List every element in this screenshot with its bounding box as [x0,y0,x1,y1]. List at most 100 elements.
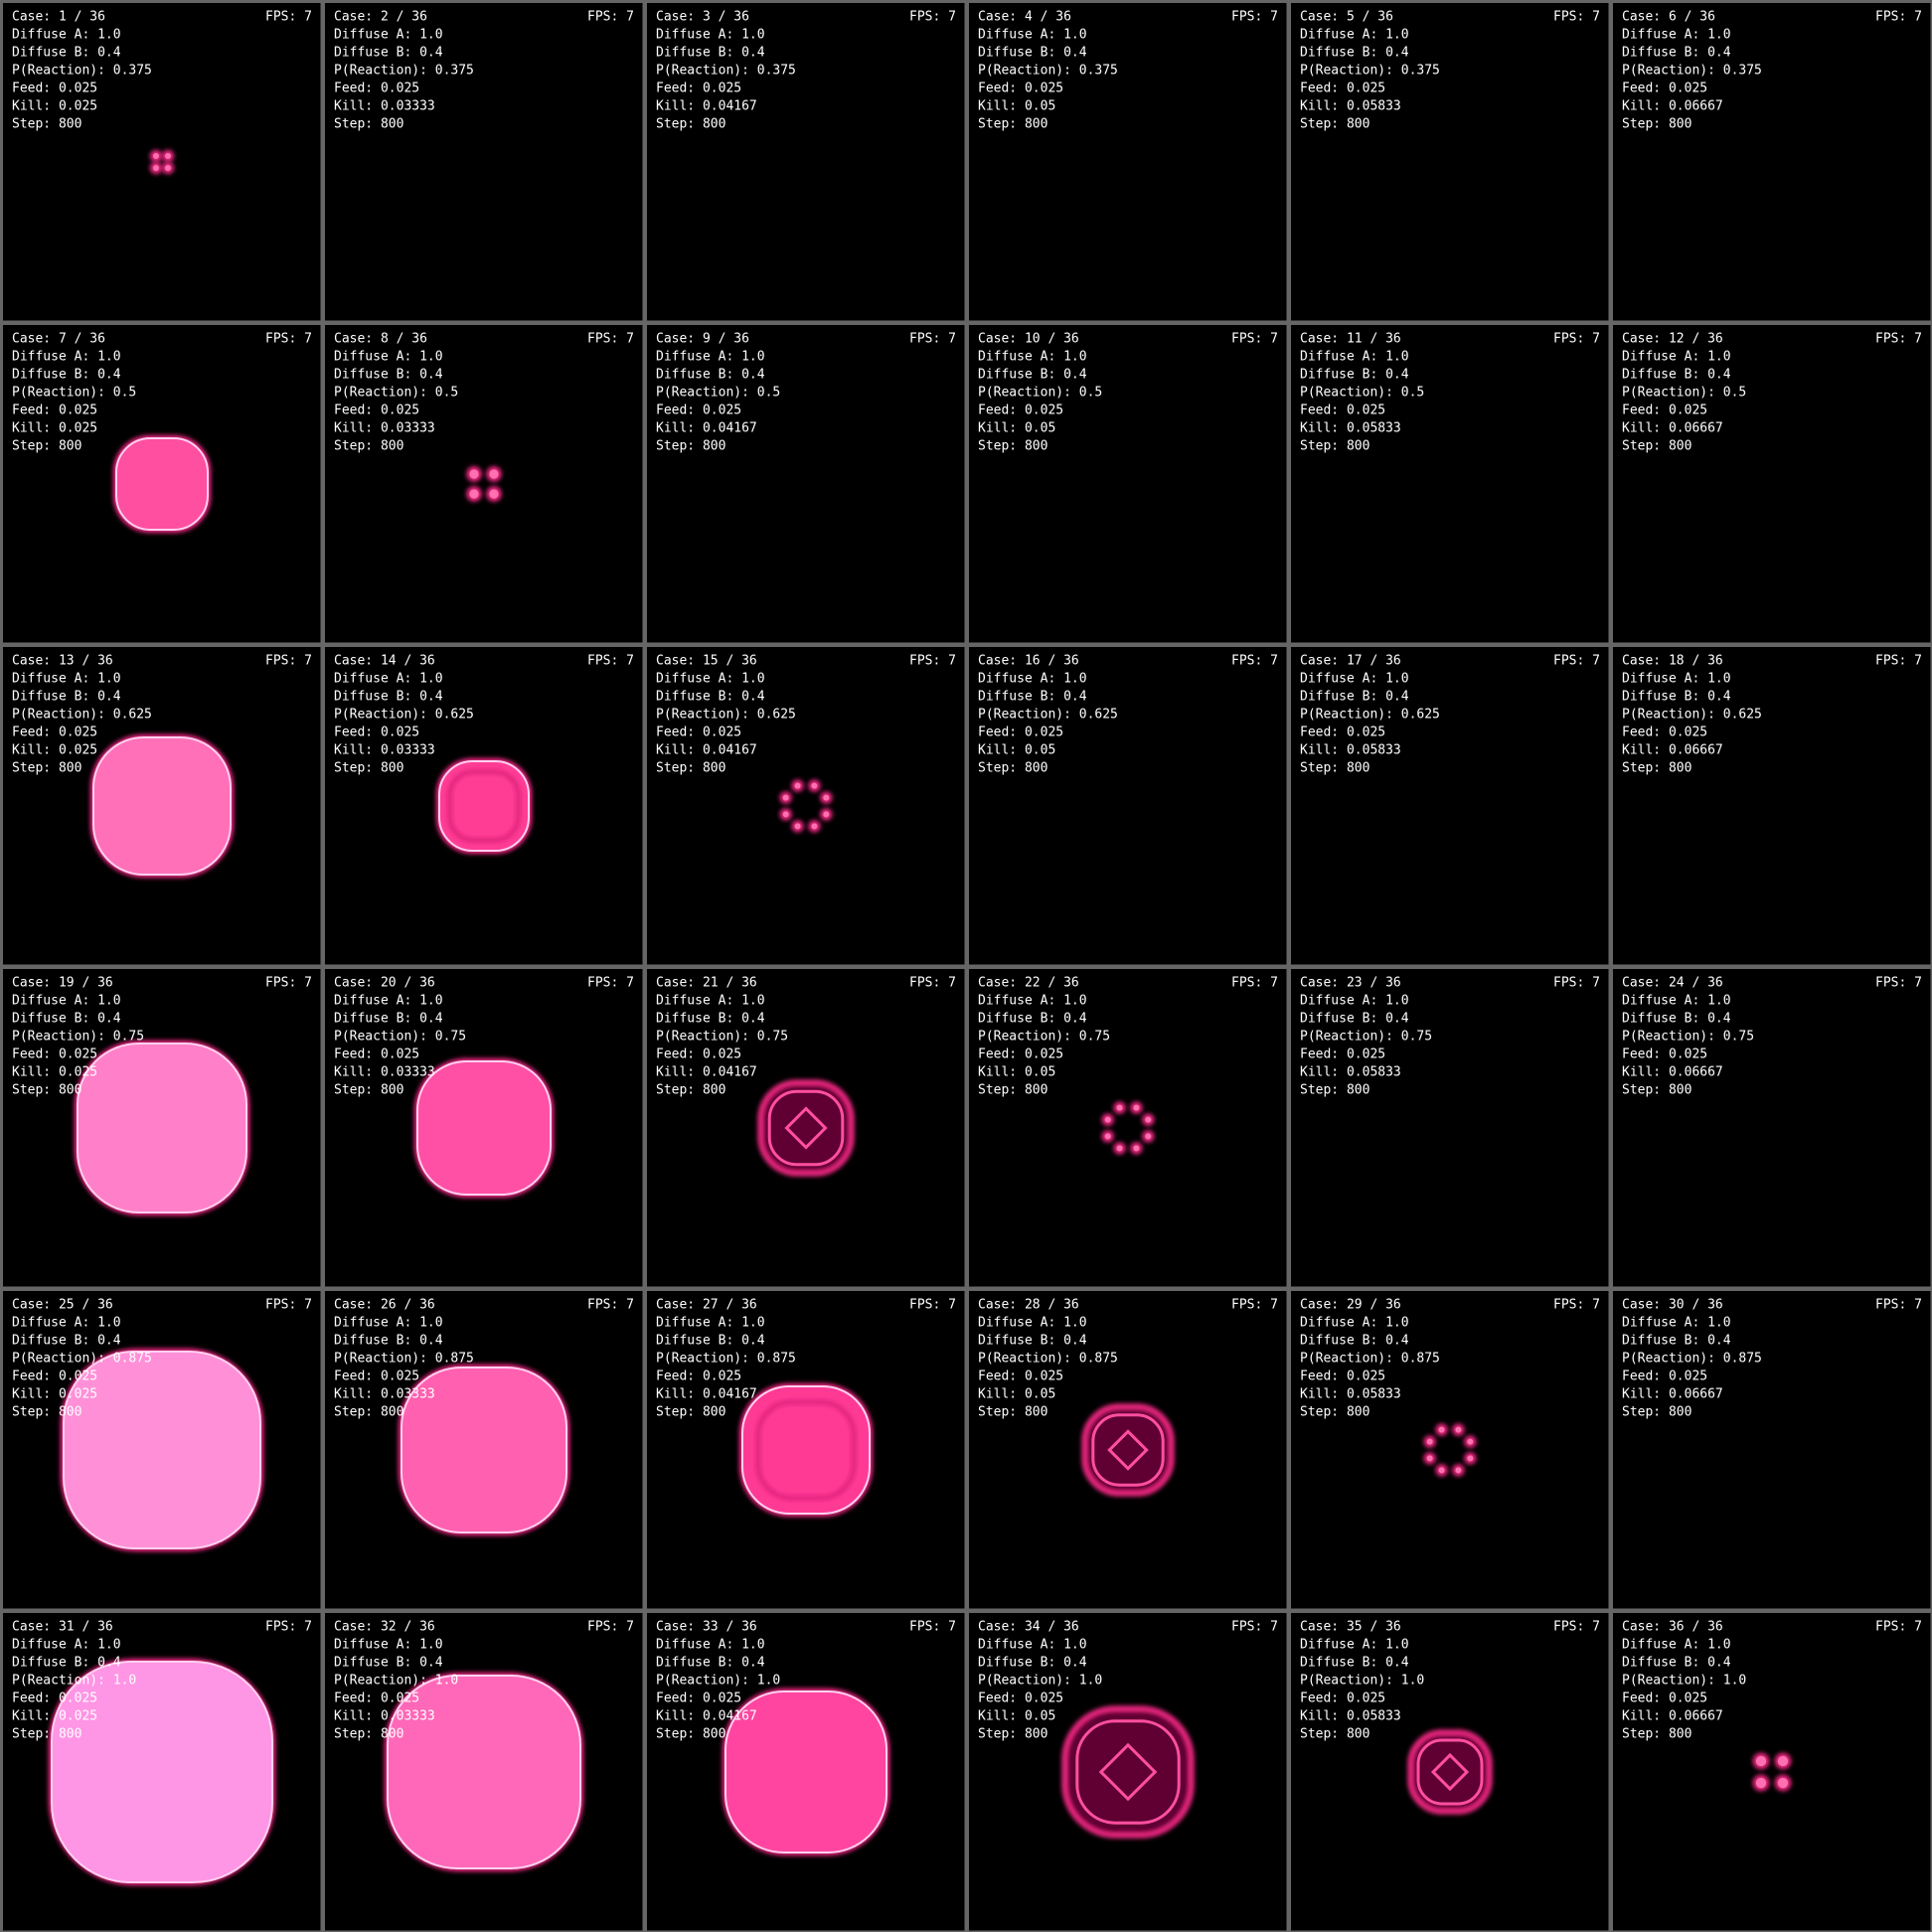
param-label: P(Reaction): 0.75 [1300,1030,1432,1045]
param-label: P(Reaction): 1.0 [1622,1674,1746,1689]
flower-ring [767,1089,845,1167]
param-label: Step: 800 [656,1083,725,1098]
param-label: Diffuse B: 0.4 [1622,1012,1731,1027]
param-label: Step: 800 [1300,1727,1369,1742]
param-label: Kill: 0.025 [12,1065,97,1080]
param-label: Step: 800 [334,1727,403,1742]
param-label: Diffuse A: 1.0 [1622,994,1731,1009]
param-label: Kill: 0.03333 [334,1387,435,1402]
panel: Case: 32 / 36 FPS: 7 Diffuse A: 1.0 Diffuse… [325,1613,643,1931]
param-label: Feed: 0.025 [12,403,97,418]
panel: Case: 9 / 36 FPS: 7 Diffuse A: 1.0 Diffuse … [647,325,965,643]
fps-label: FPS: 7 [265,10,312,25]
param-label: Step: 800 [1300,117,1369,132]
panel: Case: 29 / 36 FPS: 7 Diffuse A: 1.0 Diffuse… [1291,1291,1609,1609]
param-label: Step: 800 [656,439,725,454]
panel-view [3,3,321,321]
param-label: Step: 800 [656,117,725,132]
param-label: Diffuse A: 1.0 [1300,672,1409,687]
dot-core [1777,1755,1789,1767]
param-label: Kill: 0.03333 [334,1065,435,1080]
param-label: P(Reaction): 0.5 [1622,386,1746,401]
param-label: Diffuse A: 1.0 [978,28,1087,43]
param-label: P(Reaction): 1.0 [12,1674,136,1689]
param-label: Diffuse A: 1.0 [978,350,1087,365]
panel-view [647,3,965,321]
param-label: P(Reaction): 1.0 [978,1674,1102,1689]
fps-label: FPS: 7 [909,1298,956,1313]
dot-core [165,165,171,171]
dot-core [1455,1426,1462,1433]
param-label: Diffuse A: 1.0 [334,1316,443,1331]
case-label: Case: 2 / 36 [334,10,427,25]
param-label: Feed: 0.025 [1622,725,1707,740]
panel: Case: 11 / 36 FPS: 7 Diffuse A: 1.0 Diffuse… [1291,325,1609,643]
param-label: Feed: 0.025 [656,403,741,418]
dot-core [1755,1755,1767,1767]
dot-core [1467,1455,1474,1462]
param-label: P(Reaction): 0.5 [334,386,458,401]
case-label: Case: 30 / 36 [1622,1298,1723,1313]
blob [77,1043,247,1213]
param-label: Feed: 0.025 [978,1691,1063,1706]
fps-label: FPS: 7 [1553,654,1600,669]
param-label: Kill: 0.03333 [334,743,435,758]
dot-core [1145,1116,1152,1123]
param-label: Diffuse B: 0.4 [334,1334,443,1349]
param-label: Diffuse B: 0.4 [656,368,765,383]
fps-label: FPS: 7 [587,332,634,347]
param-label: Step: 800 [1622,439,1691,454]
case-label: Case: 16 / 36 [978,654,1079,669]
param-label: Kill: 0.03333 [334,99,435,114]
fps-label: FPS: 7 [1875,332,1922,347]
case-label: Case: 34 / 36 [978,1620,1079,1635]
fps-label: FPS: 7 [587,10,634,25]
param-label: Kill: 0.04167 [656,1387,757,1402]
param-label: Kill: 0.05 [978,421,1055,436]
param-label: Feed: 0.025 [656,81,741,96]
param-label: Kill: 0.04167 [656,99,757,114]
panel-view [1291,647,1609,965]
param-label: Step: 800 [978,761,1047,776]
param-label: Diffuse B: 0.4 [12,46,121,61]
param-label: Kill: 0.05833 [1300,421,1401,436]
panel: Case: 34 / 36 FPS: 7 Diffuse A: 1.0 Diffuse… [969,1613,1287,1931]
param-label: P(Reaction): 0.5 [978,386,1102,401]
param-label: Feed: 0.025 [1300,1691,1385,1706]
param-label: Kill: 0.05833 [1300,1709,1401,1724]
param-label: Diffuse B: 0.4 [1300,1656,1409,1671]
param-label: Diffuse B: 0.4 [12,1012,121,1027]
dot-core [794,782,801,789]
panel: Case: 31 / 36 FPS: 7 Diffuse A: 1.0 Diffuse… [3,1613,321,1931]
param-label: Feed: 0.025 [656,1369,741,1384]
param-label: Diffuse B: 0.4 [12,1334,121,1349]
blob [401,1367,567,1533]
param-label: P(Reaction): 0.75 [1622,1030,1754,1045]
param-label: Step: 800 [1300,1405,1369,1420]
param-label: Diffuse A: 1.0 [1300,350,1409,365]
param-label: P(Reaction): 1.0 [1300,1674,1424,1689]
param-label: P(Reaction): 0.375 [1300,64,1440,79]
case-label: Case: 21 / 36 [656,976,757,991]
param-label: Diffuse A: 1.0 [1622,672,1731,687]
fps-label: FPS: 7 [265,1620,312,1635]
param-label: Kill: 0.025 [12,1387,97,1402]
panel-view [1291,325,1609,643]
param-label: P(Reaction): 0.5 [12,386,136,401]
param-label: Diffuse A: 1.0 [656,672,765,687]
param-label: Step: 800 [334,761,403,776]
param-label: Step: 800 [12,439,81,454]
param-label: Diffuse B: 0.4 [656,1656,765,1671]
case-label: Case: 3 / 36 [656,10,749,25]
panel-view [1613,1291,1931,1609]
param-label: Diffuse A: 1.0 [334,350,443,365]
param-label: Feed: 0.025 [334,725,419,740]
dot-core [811,782,818,789]
param-label: Step: 800 [978,439,1047,454]
fps-label: FPS: 7 [1875,10,1922,25]
param-label: Step: 800 [12,1405,81,1420]
panel: Case: 24 / 36 FPS: 7 Diffuse A: 1.0 Diffuse… [1613,969,1931,1287]
param-label: Feed: 0.025 [12,81,97,96]
param-label: Diffuse B: 0.4 [1622,1656,1731,1671]
